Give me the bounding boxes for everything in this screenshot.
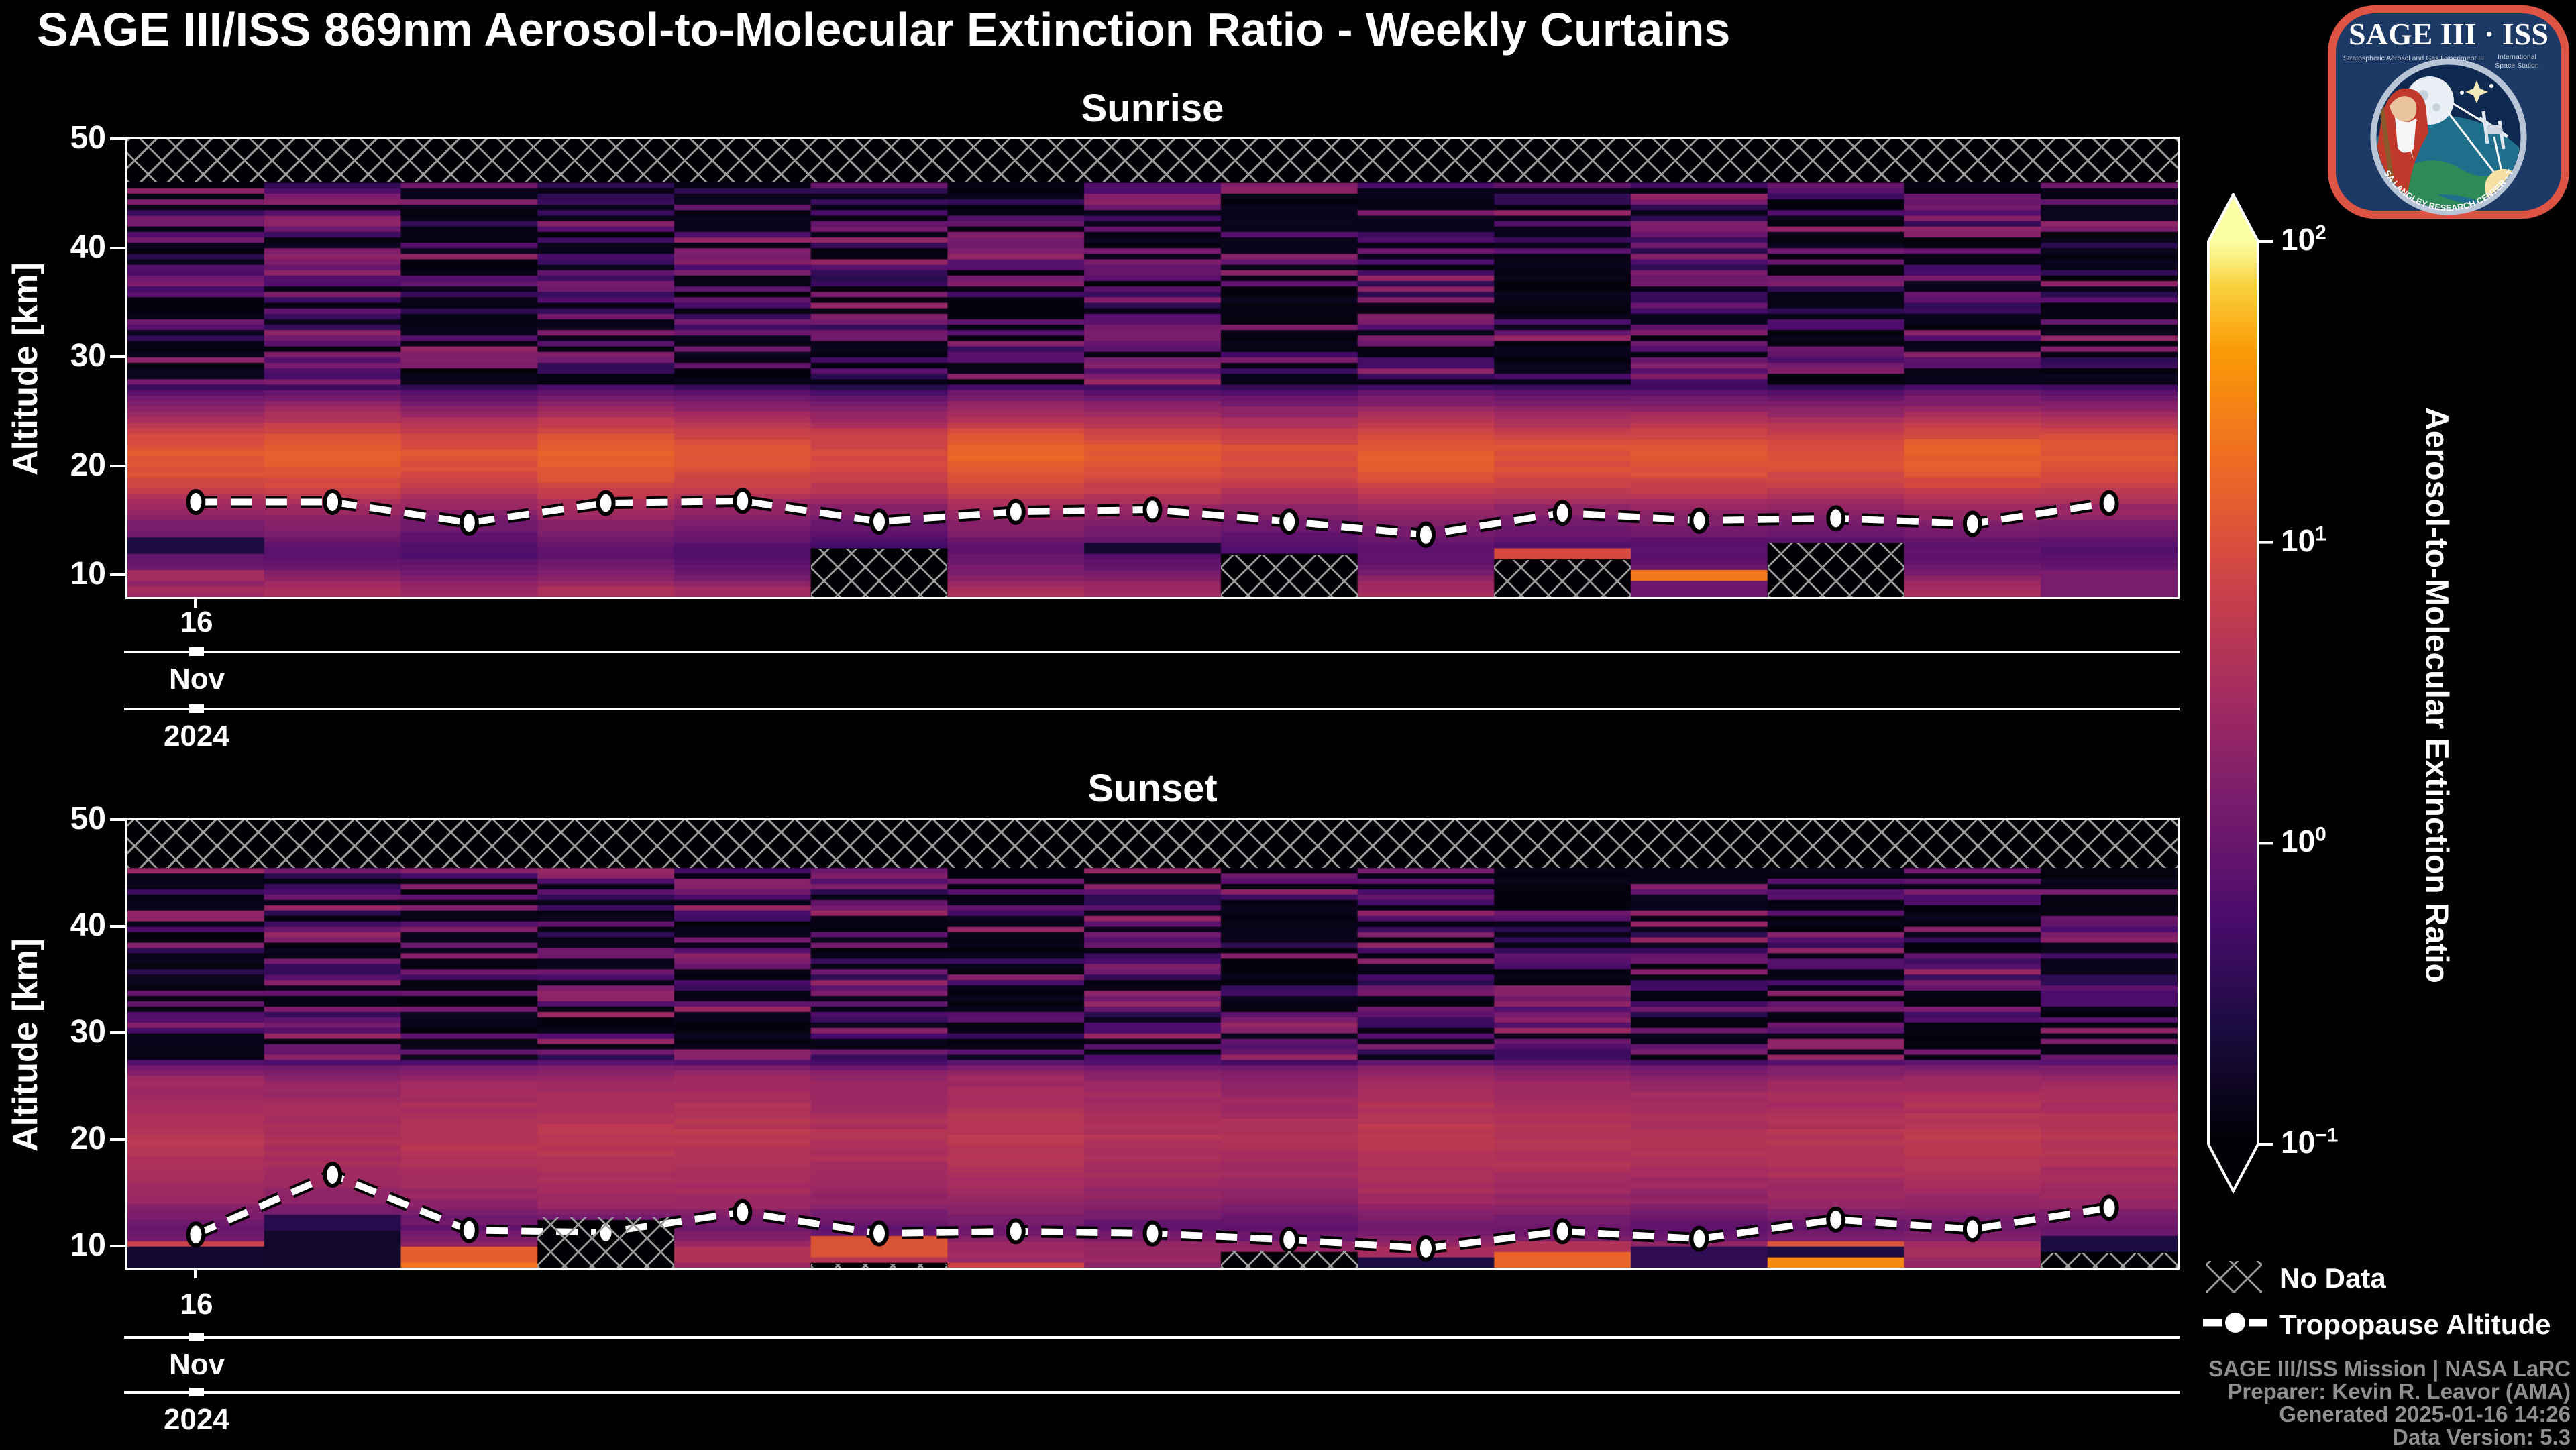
x-tick-mark <box>194 1268 197 1278</box>
legend-tropopause-label: Tropopause Altitude <box>2279 1308 2551 1340</box>
y-tick-mark <box>110 137 127 140</box>
y-tick-mark <box>110 1245 127 1248</box>
y-tick-mark <box>110 1031 127 1035</box>
tropopause-line-sunrise <box>186 488 2119 548</box>
attribution-line: Data Version: 5.3 <box>2392 1425 2571 1449</box>
date-axis-line <box>124 651 2180 653</box>
colorbar-tick-label: 101 <box>2281 522 2326 558</box>
x-tick-day-sunrise: 16 <box>180 606 213 638</box>
heatmap-canvas-sunset <box>127 820 2178 1268</box>
colorbar-tick-label: 102 <box>2281 221 2326 257</box>
no-data-hatch-cell <box>1220 555 1358 597</box>
y-tick-mark <box>110 464 127 467</box>
y-tick-label: 30 <box>70 1014 106 1050</box>
x-tick-mark <box>189 1388 204 1396</box>
no-data-hatch-cell <box>2041 1252 2178 1268</box>
attribution-line: Preparer: Kevin R. Leavor (AMA) <box>2227 1379 2571 1404</box>
patch-subtitle-left: Stratospheric Aerosol and Gas Experiment… <box>2343 54 2484 62</box>
y-tick-label: 50 <box>70 801 106 836</box>
x-tick-month-sunrise: Nov <box>169 663 225 695</box>
y-tick-mark <box>110 1138 127 1141</box>
panel-title-sunset: Sunset <box>1087 767 1218 810</box>
colorbar-tick-label: 100 <box>2281 824 2326 859</box>
no-data-hatch-top <box>127 139 2178 183</box>
x-tick-mark <box>189 647 204 656</box>
y-tick-mark <box>110 355 127 359</box>
y-tick-label: 50 <box>70 120 106 156</box>
y-tick-label: 10 <box>70 1227 106 1264</box>
tropopause-line-sunset <box>186 1162 2119 1262</box>
colorbar <box>2207 193 2273 1194</box>
heatmap-panel-sunset <box>125 818 2180 1270</box>
legend-no-data-label: No Data <box>2279 1262 2386 1294</box>
date-axis-line <box>124 1336 2180 1339</box>
x-tick-day-sunset: 16 <box>180 1288 213 1321</box>
no-data-hatch-cell <box>1767 542 1904 597</box>
x-tick-mark <box>189 704 204 713</box>
legend-no-data-swatch <box>2206 1261 2262 1293</box>
no-data-hatch-top <box>127 820 2178 868</box>
page-title: SAGE III/ISS 869nm Aerosol-to-Molecular … <box>37 3 1731 56</box>
y-tick-label: 30 <box>70 338 106 374</box>
y-tick-mark <box>110 246 127 249</box>
x-tick-month-sunset: Nov <box>169 1348 225 1381</box>
x-tick-year-sunrise: 2024 <box>164 720 229 752</box>
attribution-line: Generated 2025-01-16 14:26 <box>2279 1402 2571 1427</box>
x-tick-mark <box>194 597 197 608</box>
no-data-hatch-cell <box>810 1264 948 1268</box>
patch-subtitle-right: International Space Station <box>2495 53 2539 70</box>
no-data-hatch-cell <box>810 549 948 597</box>
no-data-hatch-cell <box>537 1217 674 1268</box>
heatmap-panel-sunrise <box>125 137 2180 599</box>
y-tick-mark <box>110 818 127 821</box>
date-axis-line <box>124 708 2180 710</box>
attribution-line: SAGE III/ISS Mission | NASA LaRC <box>2208 1356 2571 1381</box>
patch-title: SAGE III · ISS <box>2349 17 2548 51</box>
no-data-hatch-cell <box>1494 559 1631 597</box>
x-tick-year-sunset: 2024 <box>164 1403 229 1436</box>
y-tick-label: 40 <box>70 229 106 265</box>
x-tick-mark <box>189 1333 204 1341</box>
y-tick-mark <box>110 925 127 928</box>
y-tick-label: 20 <box>70 1121 106 1157</box>
y-tick-label: 40 <box>70 907 106 944</box>
legend-tropopause-swatch <box>2203 1313 2267 1333</box>
y-tick-label: 20 <box>70 447 106 483</box>
no-data-hatch-cell <box>1220 1250 1358 1268</box>
mission-patch-logo: BALL • NASA LANGLEY RESEARCH CENTER • TA… <box>2328 5 2569 219</box>
panel-title-sunrise: Sunrise <box>1081 87 1224 130</box>
y-tick-mark <box>110 573 127 577</box>
colorbar-label: Aerosol-to-Molecular Extinction Ratio <box>2418 407 2455 983</box>
date-axis-line <box>124 1391 2180 1394</box>
y-tick-label: 10 <box>70 556 106 592</box>
colorbar-tick-label: 10−1 <box>2281 1124 2339 1160</box>
